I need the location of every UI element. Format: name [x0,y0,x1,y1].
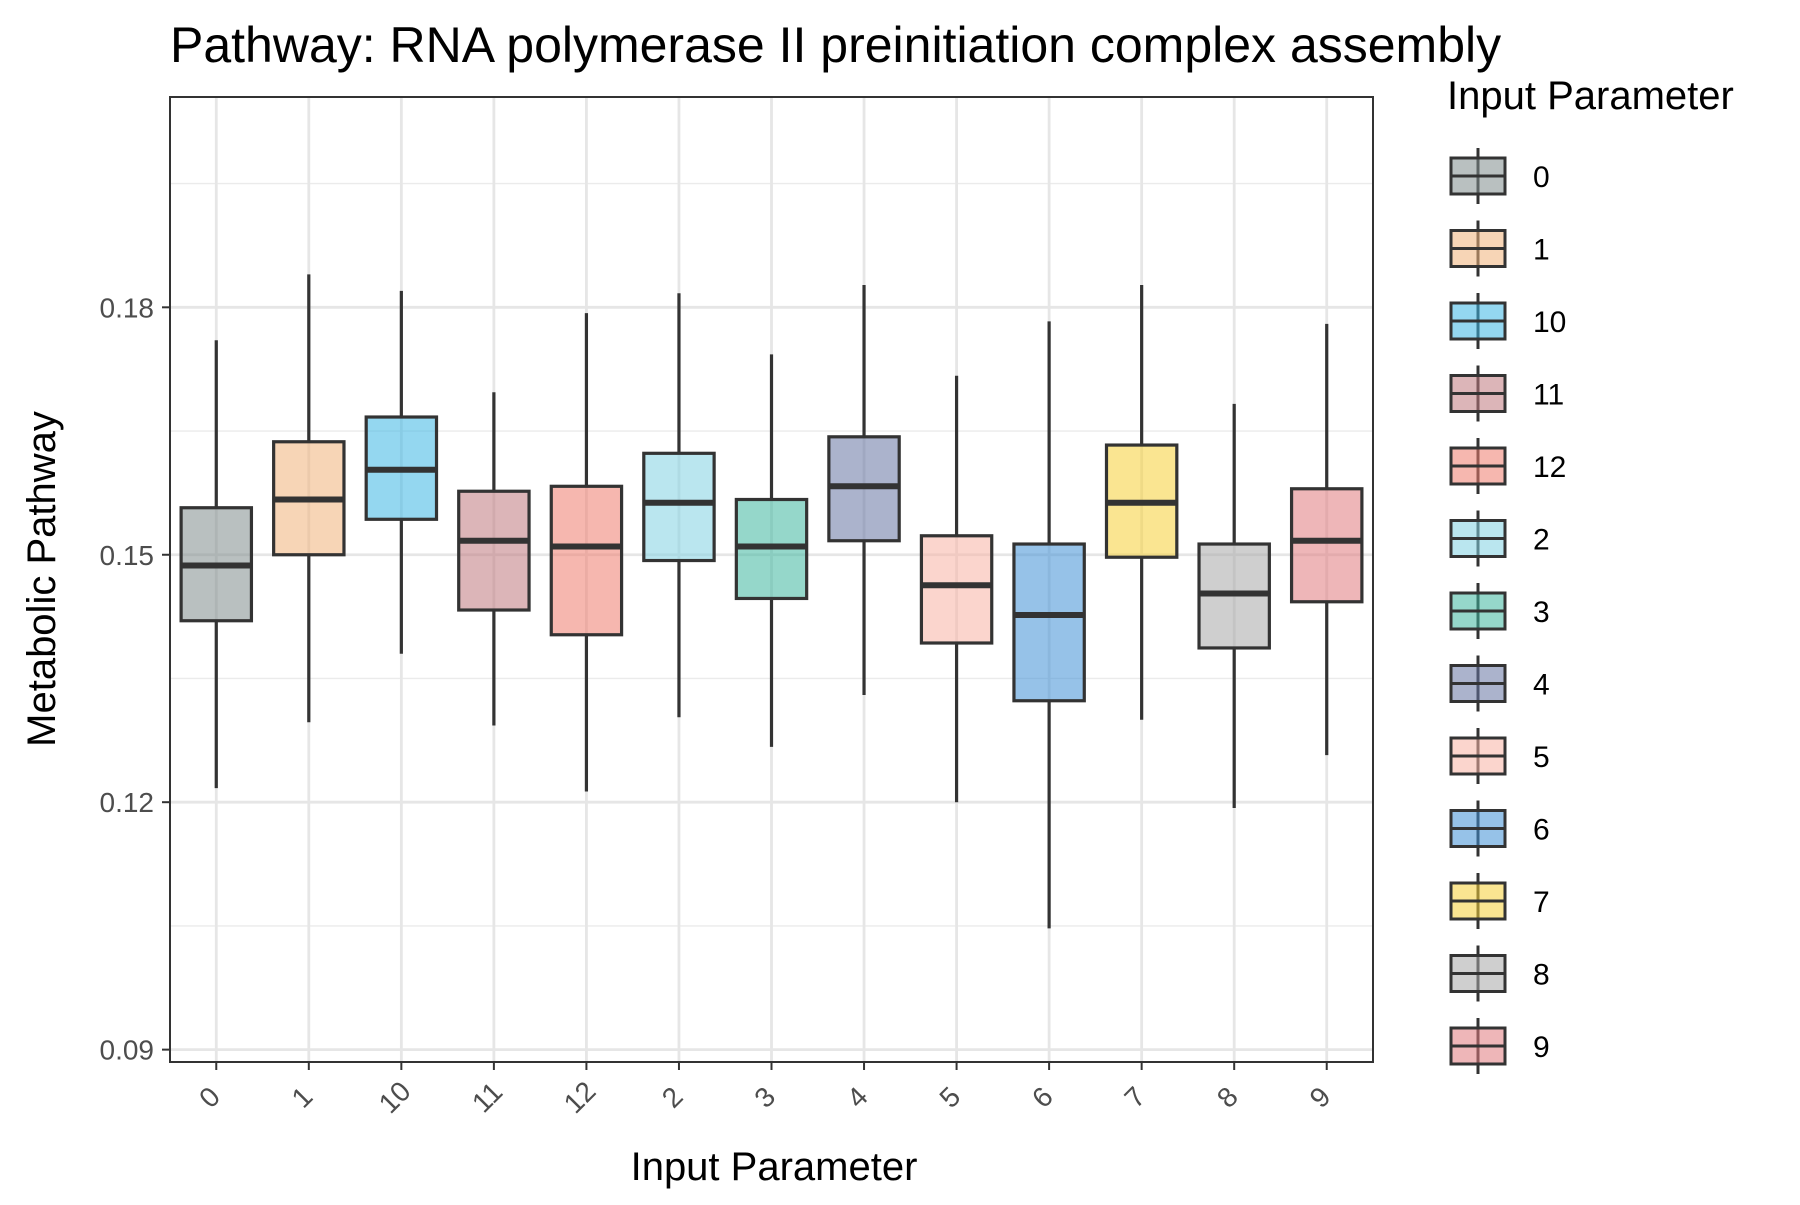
legend-label: 11 [1533,379,1564,412]
box-5 [919,375,994,803]
y-tick-label: 0.15 [100,540,155,571]
box-3 [734,354,809,747]
box-4 [827,285,901,695]
box-body [1012,542,1086,703]
legend-item-3: 3 [1449,583,1550,639]
x-tick-label: 3 [748,1081,781,1114]
legend-label: 6 [1533,814,1550,847]
legend-label: 12 [1533,451,1566,484]
x-tick-label: 4 [841,1081,874,1114]
plot-area: 0.09 0.12 0.15 0.18 0 1 10 11 12 2 3 4 5 6 7 8 9 [100,96,1374,1119]
x-tick-label: 6 [1026,1081,1059,1114]
y-tick-label: 0.12 [100,787,155,818]
legend-item-2: 2 [1449,510,1550,567]
legend-item-6: 6 [1449,800,1550,857]
legend-item-12: 12 [1449,438,1566,494]
legend-label: 9 [1533,1031,1550,1064]
legend-item-0: 0 [1449,148,1550,204]
legend: 0 1 10 11 12 2 3 4 5 6 7 8 9 [1449,148,1566,1074]
legend-label: 7 [1533,886,1550,919]
box-0 [179,340,254,789]
legend-label: 10 [1533,306,1566,339]
box-12 [549,313,624,792]
legend-item-11: 11 [1449,365,1564,422]
legend-label: 2 [1533,524,1550,557]
box-10 [364,290,439,654]
box-8 [1197,403,1271,808]
box-6 [1012,321,1086,929]
chart-title: Pathway: RNA polymerase II preinitiation… [170,17,1501,73]
box-body [549,484,624,637]
x-tick-label: 12 [558,1075,602,1119]
legend-label: 4 [1533,669,1550,702]
box-2 [642,293,716,718]
box-body [642,451,716,563]
legend-item-4: 4 [1449,655,1550,712]
x-tick-label: 9 [1304,1081,1337,1114]
y-tick-label: 0.18 [100,292,155,323]
x-tick-label: 10 [373,1075,417,1119]
legend-label: 1 [1533,234,1550,267]
legend-item-5: 5 [1449,728,1550,784]
box-9 [1289,323,1364,756]
x-tick-label: 2 [656,1081,689,1114]
x-axis-title: Input Parameter [631,1145,918,1189]
legend-item-7: 7 [1449,873,1550,929]
box-7 [1104,285,1179,720]
legend-item-8: 8 [1449,945,1550,1002]
box-11 [457,392,531,726]
legend-item-9: 9 [1449,1018,1550,1074]
x-tick-label: 8 [1211,1081,1244,1114]
y-axis-title: Metabolic Pathway [20,411,64,747]
x-tick-label: 0 [193,1081,226,1114]
legend-label: 0 [1533,161,1550,194]
box-body [919,534,994,645]
box-body [1289,487,1364,604]
legend-item-1: 1 [1449,220,1550,277]
legend-label: 5 [1533,741,1550,774]
box-1 [272,274,346,723]
y-tick-label: 0.09 [100,1035,155,1066]
box-body [457,489,531,612]
x-tick-label: 5 [933,1081,966,1114]
x-tick-label: 11 [466,1076,508,1118]
legend-title: Input Parameter [1447,74,1734,118]
x-tick-label: 7 [1118,1081,1151,1114]
legend-label: 3 [1533,596,1550,629]
legend-item-10: 10 [1449,293,1566,349]
x-tick-label: 1 [286,1081,319,1114]
legend-label: 8 [1533,959,1550,992]
